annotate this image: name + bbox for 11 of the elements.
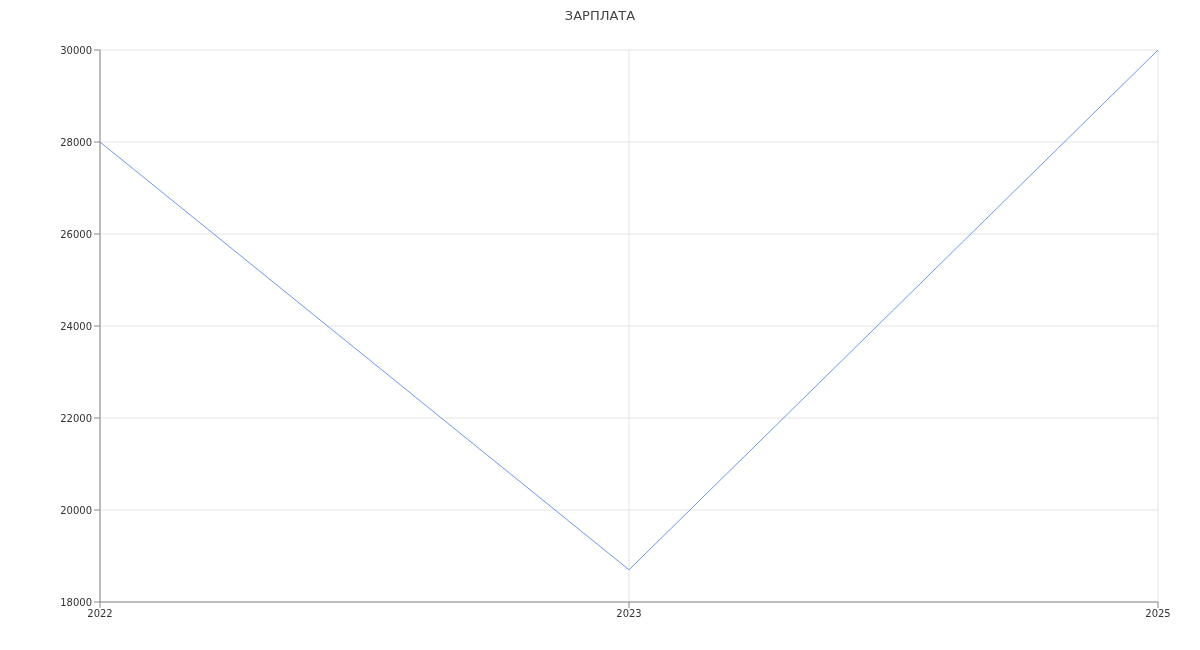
chart-title: ЗАРПЛАТА (563, 8, 637, 25)
y-tick-label: 24000 (60, 320, 92, 332)
y-tick-label: 22000 (60, 412, 92, 424)
y-tick-label: 18000 (60, 596, 92, 608)
y-tick-label: 30000 (60, 44, 92, 56)
x-tick-label: 2023 (616, 608, 642, 620)
x-tick-label: 2025 (1145, 608, 1171, 620)
x-tick-label: 2022 (87, 608, 113, 620)
y-tick-label: 28000 (60, 136, 92, 148)
y-tick-label: 20000 (60, 504, 92, 516)
y-tick-label: 26000 (60, 228, 92, 240)
